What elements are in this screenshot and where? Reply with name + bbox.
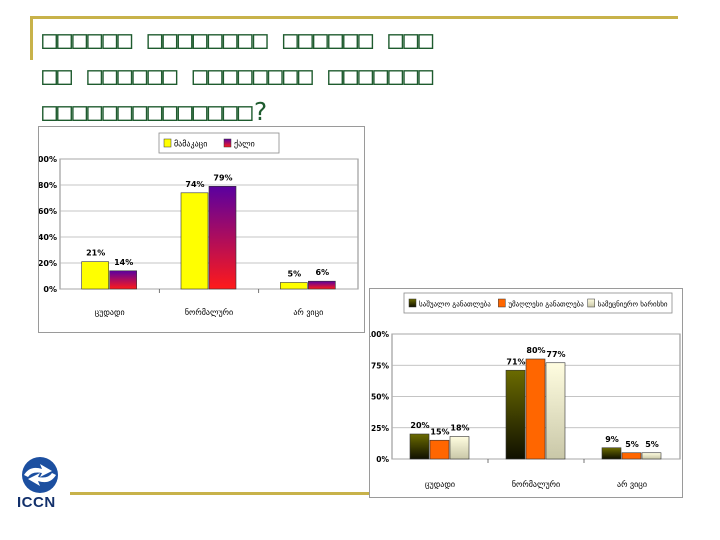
- y-tick-label: 25%: [371, 424, 389, 433]
- legend-swatch: [163, 138, 172, 148]
- legend-swatch: [223, 138, 232, 148]
- legend-box: [403, 292, 673, 314]
- frame-top-line: [30, 16, 678, 19]
- legend-swatch: [408, 298, 417, 308]
- bar: [449, 436, 470, 460]
- data-label: 5%: [625, 440, 639, 449]
- y-tick-label: 40%: [39, 233, 57, 242]
- y-tick-label: 0%: [376, 455, 389, 464]
- data-label: 80%: [526, 346, 545, 355]
- bar: [409, 433, 430, 460]
- category-label: ნორმალური: [512, 479, 560, 489]
- bar: [601, 447, 622, 460]
- y-tick-label: 100%: [370, 330, 389, 339]
- bar: [545, 362, 566, 460]
- legend-label: უმაღლესი განათლება: [508, 301, 584, 309]
- slide-title: □□□□□□ □□□□□□□□ □□□□□□ □□□ □□ □□□□□□ □□□□…: [42, 22, 712, 130]
- data-label: 15%: [430, 427, 449, 436]
- legend-label: მამაკაცი: [174, 139, 207, 149]
- bar: [109, 270, 137, 290]
- data-label: 6%: [316, 268, 330, 277]
- data-label: 5%: [288, 270, 302, 279]
- legend-swatch: [587, 298, 595, 308]
- chart-gender: 100% 80% 60% 40% 20% 0% 21% 14% ცუდადი 74% 79% ნორმ…: [32, 126, 365, 333]
- data-label: 77%: [546, 350, 565, 359]
- category-label: არ ვიცი: [293, 307, 323, 317]
- category-label: ცუდადი: [95, 308, 125, 317]
- y-tick-label: 50%: [371, 393, 389, 402]
- bar: [429, 439, 450, 460]
- y-tick-label: 0%: [43, 285, 57, 294]
- data-label: 74%: [185, 180, 204, 189]
- title-line-3: □□□□□□□□□□□□□□?: [42, 97, 268, 126]
- legend-label: სამეცნიერო ხარისხი: [598, 300, 668, 309]
- category-label: ცუდადი: [425, 480, 455, 489]
- data-label: 71%: [506, 357, 525, 366]
- data-label: 21%: [86, 249, 105, 258]
- chart-education: 100% 75% 50% 25% 0% 20%15%18% ცუდადი 71%80%77% ნ…: [366, 288, 683, 498]
- chart-gender-svg: 100% 80% 60% 40% 20% 0% 21% 14% ცუდადი 74% 79% ნორმ…: [32, 132, 359, 317]
- bar: [180, 192, 209, 290]
- data-label: 14%: [114, 258, 133, 267]
- legend-box: [158, 132, 280, 154]
- y-tick-label: 20%: [39, 259, 57, 268]
- title-line-2: □□ □□□□□□ □□□□□□□□ □□□□□□□: [42, 61, 434, 90]
- iccn-logo: [10, 455, 70, 515]
- title-line-1: □□□□□□ □□□□□□□□ □□□□□□ □□□: [42, 25, 434, 54]
- frame-left-line: [30, 16, 33, 60]
- bar: [308, 280, 336, 290]
- y-tick-label: 100%: [39, 155, 57, 164]
- data-label: 9%: [605, 435, 619, 444]
- legend-label: ქალი: [234, 139, 255, 149]
- y-tick-label: 80%: [39, 181, 57, 190]
- data-label: 20%: [410, 421, 429, 430]
- bar: [208, 185, 237, 290]
- data-label: 18%: [450, 424, 469, 433]
- bar: [505, 369, 526, 460]
- y-tick-label: 60%: [39, 207, 57, 216]
- y-tick-label: 75%: [371, 361, 389, 370]
- bar: [81, 261, 109, 290]
- chart-education-svg: 100% 75% 50% 25% 0% 20%15%18% ცუდადი 71%80%77% ნ…: [366, 292, 681, 489]
- data-label: 5%: [645, 440, 659, 449]
- bar: [280, 282, 308, 290]
- data-label: 79%: [213, 173, 232, 182]
- bar: [641, 452, 662, 460]
- category-label: ნორმალური: [185, 307, 233, 317]
- legend-label: საშუალო განათლება: [419, 301, 491, 309]
- legend-swatch: [498, 298, 506, 308]
- bar: [621, 452, 642, 460]
- bar: [525, 358, 546, 460]
- category-label: არ ვიცი: [617, 479, 647, 489]
- logo-text: ICCN: [17, 494, 56, 511]
